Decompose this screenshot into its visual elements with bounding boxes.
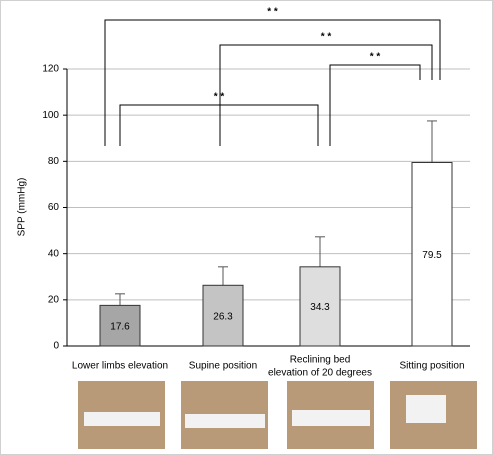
chart: SPP (mmHg) 0 20 40 60 80 100 120 Lower limbs el…: [0, 0, 493, 455]
x-tick-label: Lower limbs elevation: [72, 361, 168, 372]
significance-label: * *: [370, 52, 381, 63]
photo-detail: [406, 395, 446, 423]
x-tick-label: Sitting position: [399, 361, 464, 372]
value-label: 34.3: [310, 302, 330, 313]
y-tick-label: 20: [48, 294, 60, 305]
value-label: 26.3: [213, 311, 233, 322]
y-tick-label: 100: [42, 110, 59, 121]
y-axis-label: SPP (mmHg): [17, 178, 28, 237]
x-tick-label: Supine position: [189, 361, 257, 372]
value-label: 79.5: [422, 250, 442, 261]
y-tick-label: 60: [48, 202, 60, 213]
value-label: 17.6: [110, 321, 130, 332]
significance-label: * *: [267, 7, 278, 18]
y-tick-label: 80: [48, 156, 60, 167]
photo-detail: [84, 412, 160, 426]
significance-label: * *: [321, 32, 332, 43]
photo-detail: [292, 410, 370, 426]
photo-detail: [185, 414, 265, 428]
y-tick-label: 40: [48, 248, 60, 259]
y-tick-label: 120: [42, 64, 59, 75]
y-tick-label: 0: [53, 341, 59, 352]
significance-label: * *: [214, 92, 225, 103]
